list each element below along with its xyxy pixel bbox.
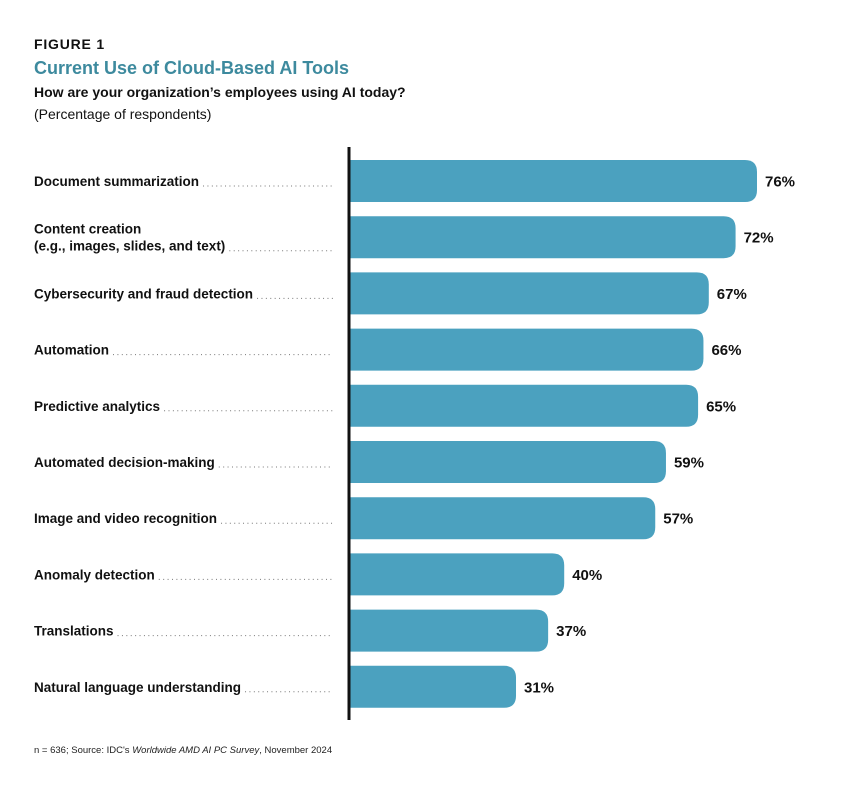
data-label: 65% (706, 398, 736, 415)
bar (350, 384, 699, 427)
category-label: Document summarization (34, 174, 199, 189)
bar (350, 160, 757, 202)
category-label: Translations (34, 624, 114, 639)
chart-subtitle: How are your organization’s employees us… (34, 84, 406, 100)
footnote-prefix: n = 636; Source: IDC's (34, 745, 133, 756)
bar (350, 272, 709, 315)
bar (350, 497, 656, 540)
bar (350, 441, 666, 483)
footnote-suffix: , November 2024 (259, 745, 333, 756)
chart-note: (Percentage of respondents) (34, 106, 212, 122)
data-label: 67% (717, 286, 747, 303)
data-label: 59% (674, 455, 704, 472)
bar (350, 553, 565, 596)
data-label: 66% (711, 342, 741, 359)
category-label: Anomaly detection (34, 567, 155, 582)
category-label: (e.g., images, slides, and text) (34, 239, 225, 254)
data-label: 72% (744, 230, 774, 247)
bar (350, 665, 517, 708)
category-label: Automation (34, 343, 109, 358)
category-label: Cybersecurity and fraud detection (34, 286, 253, 301)
category-label: Natural language understanding (34, 680, 241, 695)
figure-label: FIGURE 1 (34, 36, 105, 52)
bar (350, 216, 736, 259)
bar (350, 328, 704, 371)
source-footnote: n = 636; Source: IDC's Worldwide AMD AI … (34, 745, 332, 756)
category-label: Automated decision-making (34, 455, 215, 470)
data-label: 76% (765, 174, 795, 191)
data-label: 40% (572, 567, 602, 584)
data-label: 31% (524, 679, 554, 696)
bar (350, 609, 549, 652)
category-label: Predictive analytics (34, 399, 160, 414)
footnote-survey-name: Worldwide AMD AI PC Survey (132, 745, 260, 756)
category-label: Image and video recognition (34, 511, 217, 526)
data-label: 57% (663, 511, 693, 528)
data-label: 37% (556, 623, 586, 640)
chart-title: Current Use of Cloud-Based AI Tools (34, 58, 350, 78)
category-label: Content creation (34, 222, 141, 237)
